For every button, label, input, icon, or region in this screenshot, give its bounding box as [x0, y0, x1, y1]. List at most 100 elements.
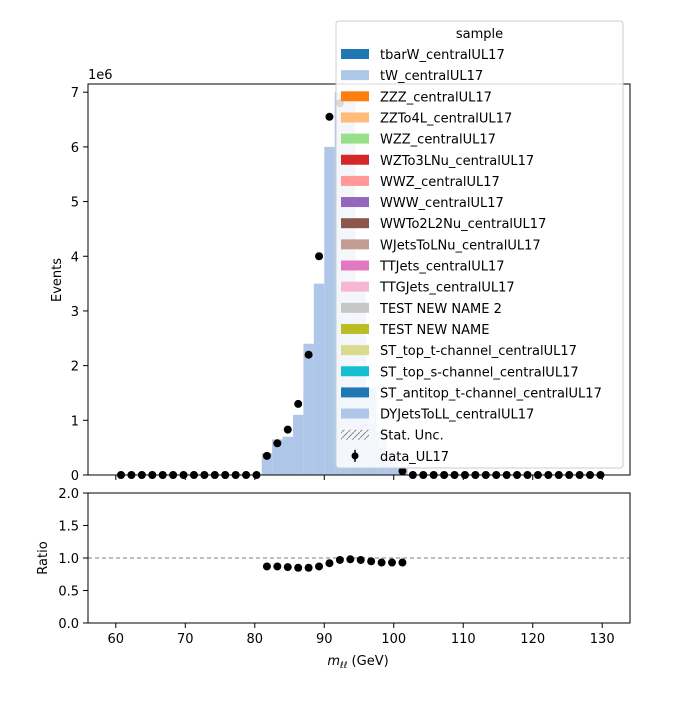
- legend-title: sample: [456, 27, 503, 42]
- ratio-point: [346, 555, 355, 564]
- x-axis: 60 70 80 90 100 110 120 130: [108, 623, 615, 647]
- ratio-point: [283, 563, 292, 572]
- ratio-point: [335, 555, 344, 564]
- main-y-tick-label: 0: [71, 469, 79, 484]
- legend-label: WZTo3LNu_centralUL17: [380, 154, 534, 169]
- legend-swatch: [341, 281, 369, 292]
- legend-label: WJetsToLNu_centralUL17: [380, 238, 541, 253]
- ratio-y-tick-label: 0.0: [58, 617, 79, 632]
- mc-bar: [324, 146, 335, 475]
- legend-swatch: [341, 218, 369, 229]
- legend-swatch: [341, 133, 369, 144]
- main-y-tick-label: 2: [71, 360, 79, 375]
- main-y-exponent-label: 1e6: [88, 68, 113, 83]
- legend-swatch: [341, 49, 369, 59]
- legend-swatch: [341, 112, 369, 123]
- legend-item: data_UL17: [351, 449, 449, 465]
- legend-box: [335, 20, 624, 469]
- x-tick-label: 110: [451, 632, 476, 647]
- legend-label: DYJetsToLL_centralUL17: [380, 408, 534, 423]
- legend-swatch: [341, 175, 369, 186]
- legend-swatch: [341, 260, 369, 271]
- legend-swatch-hatch: [341, 429, 369, 440]
- legend-item: tbarW_centralUL17: [341, 48, 505, 63]
- x-axis-label-subscript: ℓℓ: [339, 661, 347, 671]
- legend-item: tW_centralUL17: [341, 69, 483, 84]
- x-tick-label: 130: [590, 632, 615, 647]
- legend-item: WZTo3LNu_centralUL17: [341, 154, 534, 169]
- main-y-tick-label: 7: [71, 86, 79, 101]
- legend-label: TTJets_centralUL17: [379, 260, 505, 275]
- mc-bar: [313, 283, 325, 475]
- legend-item: ST_top_t-channel_centralUL17: [341, 344, 577, 359]
- data-point: [283, 425, 292, 434]
- legend-label: ZZZ_centralUL17: [380, 90, 492, 105]
- legend-label: WWW_centralUL17: [380, 196, 504, 211]
- ratio-panel: 0.0 0.5 1.0 1.5 2.0: [58, 487, 631, 632]
- ratio-y-axis-label: Ratio: [36, 541, 51, 574]
- data-point: [262, 451, 271, 460]
- legend-label: tW_centralUL17: [380, 69, 483, 84]
- legend-swatch: [341, 323, 369, 334]
- x-axis-label-symbol: m: [327, 654, 340, 669]
- legend-item: TTJets_centralUL17: [341, 260, 505, 275]
- ratio-point: [367, 557, 376, 566]
- legend-label: data_UL17: [380, 450, 449, 465]
- ratio-point: [273, 562, 282, 571]
- legend-item: ZZZ_centralUL17: [341, 90, 492, 105]
- legend-item: DYJetsToLL_centralUL17: [341, 408, 534, 423]
- legend-swatch: [341, 91, 369, 102]
- legend-label: ZZTo4L_centralUL17: [380, 111, 512, 126]
- legend-swatch: [341, 408, 369, 419]
- ratio-y-tick-label: 0.5: [58, 585, 79, 600]
- legend-item: TEST NEW NAME: [341, 323, 489, 338]
- legend-item: ST_top_s-channel_centralUL17: [341, 365, 579, 380]
- main-y-tick-label: 4: [71, 250, 79, 265]
- data-point: [315, 252, 324, 261]
- mc-bar: [292, 414, 304, 475]
- ratio-y-tick-label: 2.0: [58, 487, 79, 502]
- legend-label: TEST NEW NAME: [379, 323, 489, 338]
- legend-marker: [351, 452, 359, 460]
- x-tick-label: 100: [381, 632, 406, 647]
- main-y-axis-label: Events: [50, 258, 65, 302]
- legend-swatch: [341, 197, 369, 208]
- legend-item: WZZ_centralUL17: [341, 133, 496, 148]
- legend: sample tbarW_centralUL17 tW_centralUL17 ZZZ…: [335, 20, 624, 469]
- ratio-point: [315, 562, 324, 571]
- legend-item: ST_antitop_t-channel_centralUL17: [341, 386, 602, 401]
- ratio-point: [398, 558, 407, 567]
- x-tick-label: 70: [177, 632, 194, 647]
- main-y-tick-label: 6: [71, 141, 79, 156]
- legend-label: TEST NEW NAME 2: [379, 302, 502, 317]
- mc-bar: [282, 436, 293, 475]
- main-y-tick-label: 3: [71, 305, 79, 320]
- ratio-point: [325, 559, 334, 568]
- legend-label: ST_top_t-channel_centralUL17: [380, 344, 577, 359]
- legend-swatch: [341, 239, 369, 250]
- data-point: [294, 399, 303, 408]
- x-axis-label: mℓℓ (GeV): [327, 654, 388, 671]
- legend-swatch: [341, 70, 369, 81]
- data-point: [304, 350, 313, 359]
- ratio-point: [356, 555, 365, 564]
- data-point: [398, 467, 407, 476]
- legend-item: WWZ_centralUL17: [341, 175, 500, 190]
- ratio-point: [262, 562, 271, 571]
- ratio-point: [294, 563, 303, 572]
- data-point: [325, 112, 334, 121]
- main-y-tick-label: 5: [71, 196, 79, 211]
- legend-label: WWZ_centralUL17: [380, 175, 500, 190]
- legend-item: WJetsToLNu_centralUL17: [341, 238, 541, 253]
- mc-bar: [272, 439, 283, 475]
- ratio-point: [377, 558, 386, 567]
- main-y-tick-label: 1: [71, 414, 79, 429]
- legend-label: ST_antitop_t-channel_centralUL17: [380, 386, 602, 401]
- legend-label: WWTo2L2Nu_centralUL17: [380, 217, 546, 232]
- legend-label: TTGJets_centralUL17: [379, 281, 515, 296]
- legend-label: ST_top_s-channel_centralUL17: [380, 365, 579, 380]
- x-axis-label-unit: (GeV): [347, 654, 388, 669]
- mc-bar: [261, 453, 273, 475]
